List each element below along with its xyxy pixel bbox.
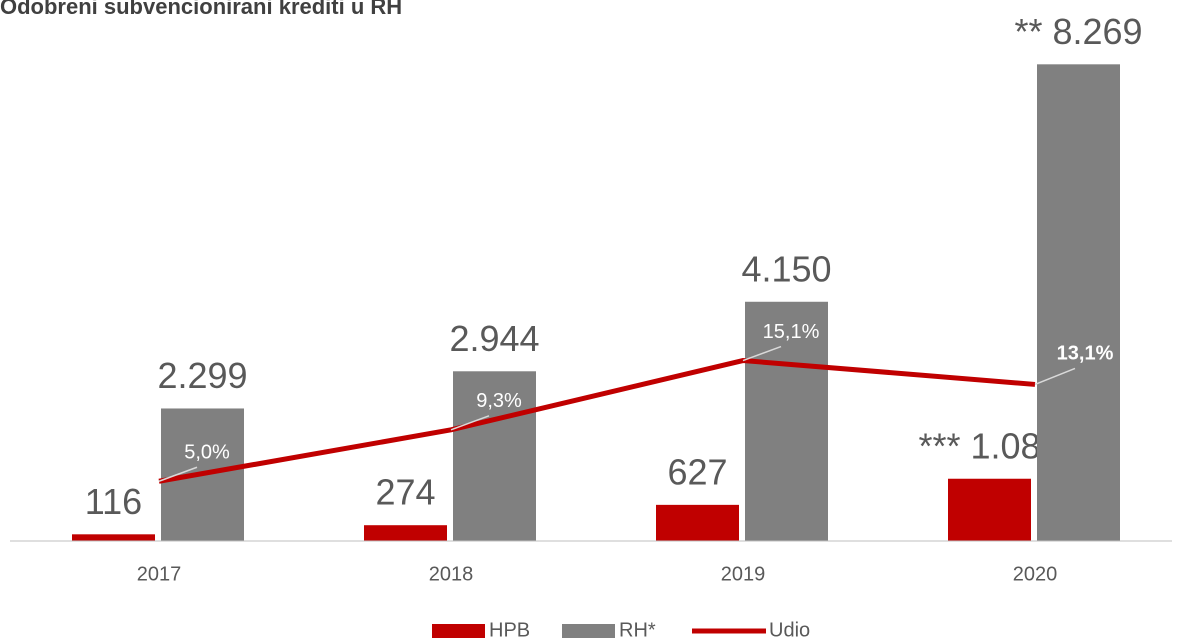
x-tick-label: 2017 <box>137 563 182 585</box>
value-label: *** 1.080 <box>918 425 1060 466</box>
legend-label: RH* <box>619 619 656 640</box>
bar <box>948 478 1031 541</box>
chart-title: Odobreni subvencionirani krediti u RH <box>0 0 402 19</box>
leader-line <box>742 345 782 362</box>
line-value-label: 5,0% <box>184 442 230 464</box>
x-tick-label: 2019 <box>721 563 766 585</box>
line-value-label: 9,3% <box>476 390 522 412</box>
line-value-label: 15,1% <box>763 321 820 343</box>
leader-line <box>450 415 490 431</box>
value-label: ** 8.269 <box>1014 11 1142 52</box>
value-label: 4.150 <box>741 248 831 289</box>
value-label: 2.944 <box>449 318 539 359</box>
bar <box>656 504 739 541</box>
leader-line <box>158 466 198 482</box>
bar <box>1037 64 1120 541</box>
legend-label: HPB <box>489 619 530 640</box>
line-value-label: 13,1% <box>1057 343 1114 365</box>
value-label: 274 <box>375 472 435 513</box>
value-label: 116 <box>85 481 142 522</box>
value-label: 2.299 <box>157 355 247 396</box>
bar <box>364 525 447 541</box>
bar <box>453 371 536 541</box>
leader-line <box>1034 367 1076 386</box>
legend-label: Udio <box>769 619 810 640</box>
bar <box>745 301 828 541</box>
legend-swatch <box>432 624 485 638</box>
line <box>158 358 1036 484</box>
value-label: 627 <box>667 451 727 492</box>
legend-swatch <box>562 624 615 638</box>
x-tick-label: 2020 <box>1013 563 1058 585</box>
bar <box>72 534 155 541</box>
x-tick-label: 2018 <box>429 563 474 585</box>
